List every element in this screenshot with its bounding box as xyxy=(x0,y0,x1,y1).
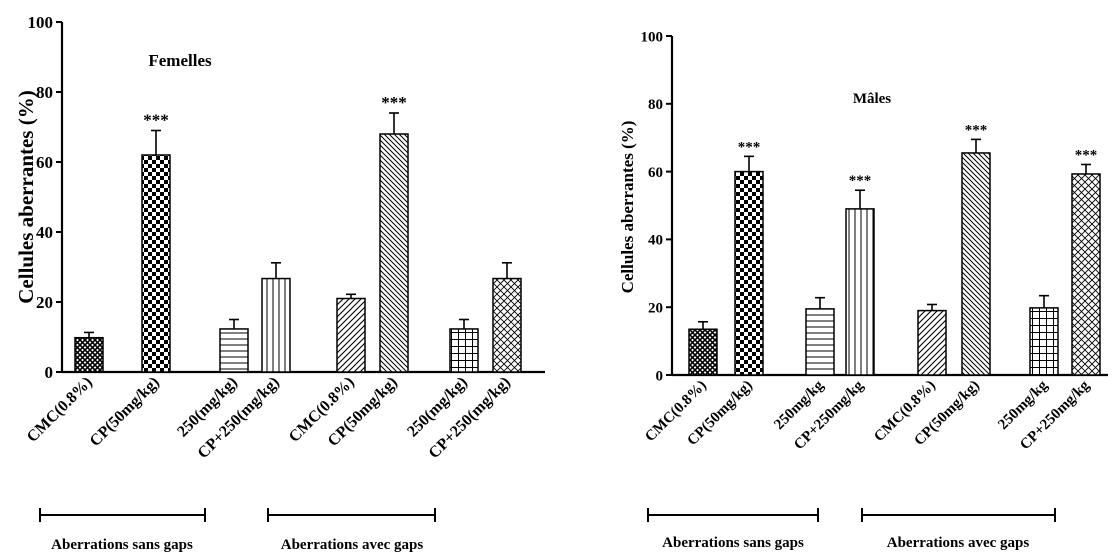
y-tick-label: 100 xyxy=(28,13,54,32)
y-tick-label: 40 xyxy=(36,223,53,242)
y-tick-label: 20 xyxy=(36,293,53,312)
bar xyxy=(845,208,875,376)
y-tick-label: 20 xyxy=(648,300,663,316)
bar xyxy=(917,309,947,376)
group-label: Aberrations avec gaps xyxy=(281,537,424,553)
significance-label: *** xyxy=(738,139,761,155)
bar xyxy=(336,297,366,373)
x-tick-label: CP(50mg/kg) xyxy=(87,374,163,450)
x-tick-label: CP+250(mg/kg) xyxy=(426,374,514,462)
bar xyxy=(449,328,479,373)
bar xyxy=(1029,307,1059,376)
y-tick-label: 40 xyxy=(648,233,663,249)
significance-label: *** xyxy=(849,173,872,189)
group-label: Aberrations sans gaps xyxy=(51,537,193,553)
bar xyxy=(688,328,718,376)
bar xyxy=(74,336,104,373)
x-tick-label: CMC(0.8%) xyxy=(24,374,96,446)
significance-label: *** xyxy=(1075,147,1098,163)
bar xyxy=(219,328,249,373)
group-label: Aberrations avec gaps xyxy=(887,535,1030,551)
y-tick-label: 80 xyxy=(648,97,663,113)
y-tick-label: 0 xyxy=(656,368,664,384)
bar xyxy=(379,133,409,373)
bar xyxy=(961,152,991,376)
x-tick-label: CP+250mg/kg xyxy=(791,377,867,453)
y-tick-label: 60 xyxy=(36,153,53,172)
y-axis-label: Cellules aberrantes (%) xyxy=(14,90,38,303)
significance-label: *** xyxy=(965,122,988,138)
bar xyxy=(261,277,291,373)
bar xyxy=(805,308,835,376)
significance-label: *** xyxy=(381,93,407,112)
y-tick-label: 100 xyxy=(641,29,664,45)
chart-title: Femelles xyxy=(148,51,212,70)
bar xyxy=(141,154,171,373)
group-label: Aberrations sans gaps xyxy=(662,535,804,551)
bar xyxy=(734,170,764,376)
chart-males: Mâles Cellules aberrantes (%) 0 20 40 60 80 100… xyxy=(618,29,1108,551)
bar xyxy=(1071,173,1101,376)
y-tick-label: 80 xyxy=(36,83,53,102)
y-tick-label: 0 xyxy=(45,363,54,382)
y-axis-label: Cellules aberrantes (%) xyxy=(618,121,637,294)
chart-title: Mâles xyxy=(853,91,891,107)
significance-label: *** xyxy=(143,111,169,130)
bar xyxy=(492,277,522,373)
y-tick-label: 60 xyxy=(648,165,663,181)
chart-femelles: Femelles Cellules aberrantes (%) 0 20 40 60 80… xyxy=(14,13,545,553)
